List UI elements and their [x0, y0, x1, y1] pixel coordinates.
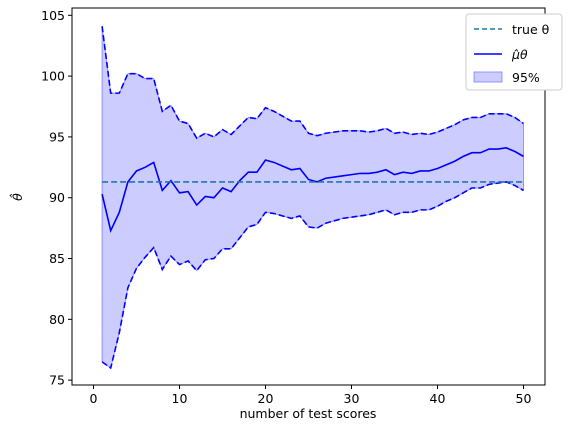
x-axis: 0 10 20 30 40 50	[90, 385, 532, 406]
legend-mean-label: μ̂θ	[511, 47, 528, 62]
y-tick-label: 85	[49, 251, 65, 266]
plot-area	[101, 26, 524, 370]
legend: true θ μ̂θ 95%	[465, 13, 563, 91]
y-tick-label: 90	[49, 190, 65, 205]
x-axis-label: number of test scores	[240, 406, 377, 421]
confidence-band	[101, 26, 524, 369]
y-tick-label: 100	[41, 69, 65, 84]
y-tick-label: 105	[41, 8, 65, 23]
mean-estimate-line	[101, 147, 524, 233]
legend-band-swatch	[473, 71, 503, 83]
x-tick-label: 40	[430, 391, 446, 406]
legend-box	[465, 13, 563, 91]
plot-frame	[71, 7, 546, 386]
y-axis: 75 80 85 90 95 100 105	[41, 8, 72, 388]
upper-bound-line	[101, 26, 524, 140]
y-axis-label: θ̂	[9, 193, 25, 201]
x-tick-label: 30	[344, 391, 360, 406]
y-tick-label: 95	[49, 129, 65, 144]
lower-bound-line	[101, 181, 524, 370]
x-tick-label: 10	[172, 391, 188, 406]
legend-band-label: 95%	[512, 70, 540, 85]
legend-true-theta-label: true θ	[512, 22, 549, 37]
x-tick-label: 0	[90, 391, 98, 406]
y-tick-label: 75	[49, 373, 65, 388]
x-tick-label: 50	[516, 391, 532, 406]
y-tick-label: 80	[49, 312, 65, 327]
x-tick-label: 20	[258, 391, 274, 406]
